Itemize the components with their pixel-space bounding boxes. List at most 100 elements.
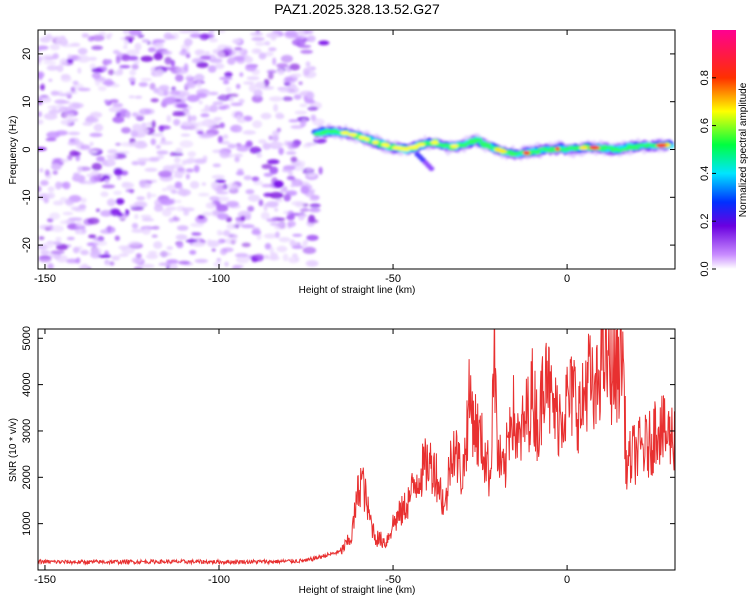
noise-blob <box>60 75 72 83</box>
noise-blob <box>173 118 181 126</box>
noise-blob <box>175 234 188 241</box>
noise-blob <box>118 253 129 257</box>
noise-blob <box>253 89 263 98</box>
noise-blob <box>134 95 143 99</box>
noise-blob <box>103 99 110 103</box>
noise-blob <box>86 173 92 178</box>
noise-blob <box>300 49 313 54</box>
noise-blob <box>101 81 116 85</box>
noise-blob <box>255 41 266 46</box>
noise-blob <box>217 94 231 102</box>
noise-blob <box>264 254 270 260</box>
noise-blob <box>166 246 174 250</box>
noise-blob <box>164 56 172 65</box>
noise-blob <box>268 47 277 52</box>
noise-blob <box>59 220 70 225</box>
noise-blob <box>109 99 119 104</box>
noise-blob <box>276 245 288 253</box>
noise-blob <box>278 88 290 93</box>
noise-blob <box>137 33 145 39</box>
noise-blob <box>305 66 313 70</box>
noise-blob <box>91 34 105 42</box>
noise-blob <box>267 159 280 165</box>
noise-blob <box>232 234 238 241</box>
noise-blob <box>247 194 261 202</box>
noise-blob <box>93 123 104 132</box>
noise-blob <box>276 127 282 133</box>
noise-blob <box>277 68 285 75</box>
noise-blob <box>293 94 302 100</box>
noise-blob <box>207 240 220 248</box>
noise-blob <box>77 55 91 63</box>
noise-blob <box>82 121 93 126</box>
noise-blob <box>153 42 164 49</box>
noise-blob <box>55 130 68 136</box>
noise-blob <box>309 203 321 208</box>
noise-blob <box>224 261 229 267</box>
noise-blob <box>128 38 133 43</box>
noise-blob <box>91 72 101 79</box>
noise-blob <box>292 233 303 237</box>
noise-blob <box>45 137 57 142</box>
noise-blob <box>273 103 279 112</box>
noise-blob <box>55 37 66 45</box>
noise-blob <box>185 168 194 173</box>
noise-blob <box>269 141 284 148</box>
noise-blob <box>161 187 167 192</box>
noise-blob <box>196 130 204 135</box>
noise-blob <box>177 173 183 179</box>
noise-blob <box>150 138 156 146</box>
noise-blob <box>100 229 114 234</box>
noise-blob <box>264 41 271 46</box>
noise-blob <box>272 130 280 138</box>
noise-blob <box>273 180 284 188</box>
noise-blob <box>265 201 279 208</box>
noise-blob <box>170 190 178 194</box>
noise-blob <box>200 113 210 118</box>
noise-blob <box>140 55 154 62</box>
noise-blob <box>307 106 319 111</box>
noise-blobs <box>38 30 330 269</box>
noise-blob <box>97 236 105 242</box>
snr-x-tick-label: 0 <box>564 574 570 586</box>
noise-blob <box>131 161 140 166</box>
noise-blob <box>92 237 100 241</box>
noise-blob <box>276 63 289 68</box>
noise-blob <box>140 263 155 269</box>
noise-blob <box>166 114 172 123</box>
noise-blob <box>213 261 222 267</box>
noise-blob <box>49 212 61 220</box>
signal-hotspot <box>589 145 600 150</box>
noise-blob <box>134 213 139 220</box>
noise-blob <box>216 258 221 262</box>
noise-blob <box>232 38 242 44</box>
noise-blob <box>67 131 81 136</box>
noise-blob <box>183 38 193 47</box>
noise-blob <box>166 184 177 192</box>
noise-blob <box>252 120 263 129</box>
noise-blob <box>39 224 53 230</box>
noise-blob <box>189 33 202 38</box>
spectrogram-panel: -150 -100 -50 0 20 10 0 -10 -20 Height of strai… <box>8 29 676 296</box>
noise-blob <box>178 260 191 265</box>
noise-blob <box>251 48 262 54</box>
noise-blob <box>42 54 55 58</box>
noise-blob <box>245 64 257 72</box>
noise-blob <box>158 84 170 91</box>
noise-blob <box>193 158 207 164</box>
noise-blob <box>88 56 97 61</box>
noise-blob <box>242 81 255 85</box>
noise-blob <box>124 35 135 41</box>
noise-blob <box>306 35 316 43</box>
noise-blob <box>136 196 146 201</box>
noise-blob <box>260 112 272 120</box>
noise-blob <box>181 121 193 126</box>
noise-blob <box>48 109 61 114</box>
noise-blob <box>122 213 128 218</box>
noise-blob <box>256 153 263 158</box>
noise-blob <box>187 115 192 123</box>
noise-blob <box>69 138 76 143</box>
noise-blob <box>258 199 264 207</box>
noise-blob <box>115 198 125 205</box>
